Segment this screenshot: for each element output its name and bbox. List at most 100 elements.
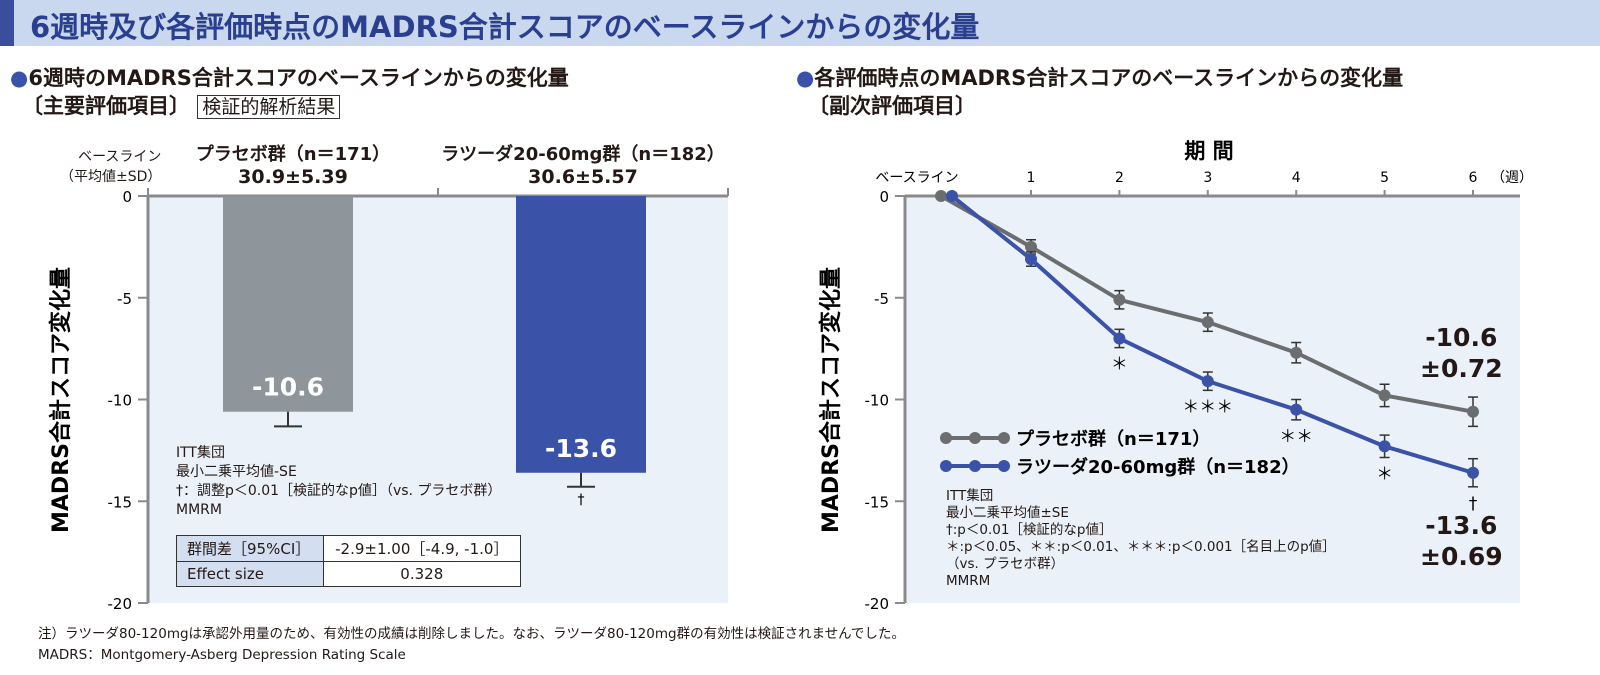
data-point — [1378, 389, 1391, 402]
y-tick-label: -20 — [865, 595, 890, 613]
data-point — [1467, 405, 1479, 418]
table-cell-label: Effect size — [176, 561, 324, 587]
x-axis-title: 期 間 — [1184, 139, 1233, 163]
significance-mark: † — [578, 492, 585, 508]
legend-marker — [998, 432, 1010, 444]
bar-chart: 0 -5 -10 -15 -20 MADRS合計スコア変化量 -10.6 -13.6 † — [48, 188, 729, 613]
significance-mark: ＊ — [1111, 355, 1128, 375]
x-tick-label: 5 — [1380, 170, 1389, 186]
table-row: Effect size 0.328 — [176, 561, 522, 587]
note-line: MMRM — [176, 502, 222, 518]
legend-label: プラセボ群（n＝171） — [1016, 428, 1210, 450]
group-difference-table: 群間差［95%CI］ -2.9±1.00［-4.9, -1.0］ Effect s… — [176, 535, 522, 587]
group-name: ラツーダ20-60mg群（n＝182） — [441, 144, 725, 165]
group-header-placebo: プラセボ群（n＝171） 30.9±5.39 — [148, 140, 438, 188]
page-title: 6週時及び各評価時点のMADRS合計スコアのベースラインからの変化量 — [30, 10, 980, 44]
right-section-subtitle: 〔副次評価項目〕 — [808, 94, 976, 118]
x-tick-label: 4 — [1292, 170, 1301, 186]
baseline-label-1: ベースライン — [78, 149, 162, 165]
end-value: -13.6 — [1425, 511, 1498, 540]
significance-mark: † — [1469, 494, 1478, 514]
footnote: MADRS：Montgomery-Asberg Depression Ratin… — [38, 647, 406, 663]
right-title-text: 各評価時点のMADRS合計スコアのベースラインからの変化量 — [814, 66, 1404, 90]
legend-marker — [940, 432, 952, 444]
end-se: ±0.69 — [1420, 542, 1503, 571]
analysis-badge: 検証的解析結果 — [197, 95, 341, 119]
right-notes: ITT集団 最小二乗平均値±SE †:p＜0.01［検証的なp値］ ＊:p＜0.… — [946, 488, 1336, 590]
x-tick-label: 3 — [1203, 170, 1212, 186]
y-axis-label: MADRS合計スコア変化量 — [48, 267, 74, 533]
significance-mark: ＊＊＊ — [1182, 397, 1233, 417]
footnote: 注）ラツーダ80-120mgは承認外用量のため、有効性の成績は削除しました。なお… — [38, 626, 905, 642]
right-section-title: ●各評価時点のMADRS合計スコアのベースラインからの変化量 — [796, 66, 1404, 90]
x-tick-label: 1 — [1027, 170, 1036, 186]
y-axis-label: MADRS合計スコア変化量 — [818, 267, 844, 533]
x-unit-label: （週） — [1491, 170, 1533, 186]
data-point — [1201, 316, 1214, 329]
table-row: 群間差［95%CI］ -2.9±1.00［-4.9, -1.0］ — [176, 535, 522, 562]
data-point — [1378, 440, 1391, 453]
group-baseline: 30.6±5.57 — [528, 166, 638, 188]
y-tick-label: 0 — [122, 188, 132, 206]
baseline-label: ベースライン （平均値±SD） — [60, 146, 161, 186]
title-banner — [0, 0, 1600, 46]
y-tick-label: 0 — [879, 188, 889, 206]
footnotes: 注）ラツーダ80-120mgは承認外用量のため、有効性の成績は削除しました。なお… — [38, 624, 905, 666]
note-line: MMRM — [946, 573, 991, 589]
note-line: ITT集団 — [176, 445, 225, 461]
significance-mark: ＊ — [1376, 464, 1393, 484]
note-line: 最小二乗平均値±SE — [946, 505, 1069, 521]
data-point — [946, 190, 958, 202]
note-line: †:p＜0.01［検証的なp値］ — [946, 522, 1113, 538]
table-cell-label: 群間差［95%CI］ — [176, 535, 324, 562]
end-se: ±0.72 — [1420, 354, 1503, 383]
group-name: プラセボ群（n＝171） — [195, 144, 391, 165]
significance-mark: ＊＊ — [1279, 427, 1313, 447]
legend-marker — [969, 432, 981, 444]
left-section-subtitle: 〔主要評価項目〕 検証的解析結果 — [22, 90, 341, 120]
left-section-title: ●6週時のMADRS合計スコアのベースラインからの変化量 — [10, 66, 569, 90]
y-tick-label: -10 — [108, 392, 133, 410]
data-point — [1025, 240, 1037, 253]
y-tick-label: -20 — [108, 595, 133, 613]
data-point — [1025, 253, 1037, 266]
legend-label: ラツーダ20-60mg群（n＝182） — [1016, 456, 1300, 478]
legend-marker — [998, 460, 1010, 472]
data-point — [1201, 375, 1214, 388]
note-line: †：調整p＜0.01［検証的なp値］（vs. プラセボ群） — [176, 483, 502, 499]
bar-value-label: -10.6 — [252, 373, 324, 402]
data-point — [935, 190, 947, 202]
note-line: （vs. プラセボ群） — [946, 556, 1065, 572]
group-header-drug: ラツーダ20-60mg群（n＝182） 30.6±5.57 — [438, 140, 728, 188]
data-point — [1113, 293, 1126, 306]
x-tick-label: 2 — [1115, 170, 1124, 186]
drug-end-label: -13.6 ±0.69 — [1420, 510, 1503, 572]
placebo-end-label: -10.6 ±0.72 — [1420, 322, 1503, 384]
y-tick-label: -10 — [865, 392, 890, 410]
baseline-label-2: （平均値±SD） — [60, 169, 162, 185]
left-notes: ITT集団 最小二乗平均値-SE †：調整p＜0.01［検証的なp値］（vs. … — [176, 444, 501, 520]
y-tick-label: -15 — [108, 493, 133, 511]
bar-value-label: -13.6 — [545, 434, 617, 463]
left-title-text: 6週時のMADRS合計スコアのベースラインからの変化量 — [28, 66, 569, 90]
bar — [223, 196, 353, 412]
group-baseline: 30.9±5.39 — [238, 166, 348, 188]
y-tick-label: -15 — [865, 493, 890, 511]
x-tick-label: 6 — [1469, 170, 1478, 186]
x-tick-label: ベースライン — [875, 170, 958, 186]
banner-accent — [0, 0, 14, 46]
bar — [516, 196, 646, 473]
data-point — [1290, 403, 1303, 416]
note-line: ＊:p＜0.05、＊＊:p＜0.01、＊＊＊:p＜0.001［名目上のp値］ — [946, 539, 1336, 555]
data-point — [1113, 332, 1126, 345]
note-line: ITT集団 — [946, 488, 994, 504]
y-tick-label: -5 — [117, 290, 132, 308]
left-subtitle-text: 〔主要評価項目〕 — [22, 94, 190, 118]
note-line: 最小二乗平均値-SE — [176, 464, 297, 480]
table-cell-value: 0.328 — [322, 561, 522, 587]
y-tick-label: -5 — [874, 290, 889, 308]
table-cell-value: -2.9±1.00［-4.9, -1.0］ — [322, 535, 522, 562]
data-point — [1467, 466, 1479, 479]
